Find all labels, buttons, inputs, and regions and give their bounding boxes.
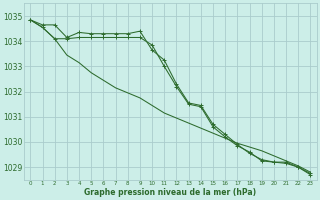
X-axis label: Graphe pression niveau de la mer (hPa): Graphe pression niveau de la mer (hPa) — [84, 188, 256, 197]
